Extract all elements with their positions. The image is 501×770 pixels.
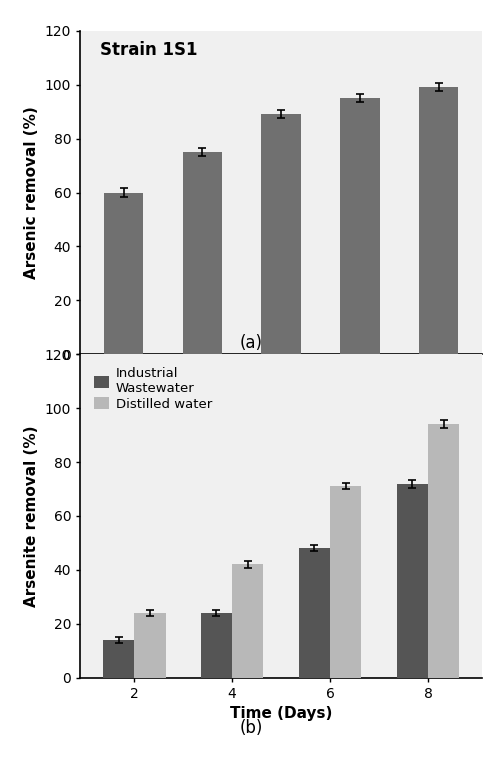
Bar [396, 484, 427, 678]
X-axis label: Time (Days): Time (Days) [229, 706, 332, 721]
Bar [418, 87, 457, 354]
Legend: Industrial
Wastewater, Distilled water: Industrial Wastewater, Distilled water [87, 361, 218, 417]
Y-axis label: Arsenite removal (%): Arsenite removal (%) [25, 425, 39, 607]
X-axis label: Time (h): Time (h) [245, 383, 316, 398]
Bar [427, 424, 458, 678]
Bar [330, 487, 361, 678]
Bar [340, 99, 379, 354]
Bar [134, 613, 165, 678]
Bar [231, 564, 263, 678]
Text: (b): (b) [239, 718, 262, 737]
Bar [298, 548, 330, 678]
Y-axis label: Arsenic removal (%): Arsenic removal (%) [25, 106, 39, 279]
Text: Strain 1S1: Strain 1S1 [100, 41, 197, 59]
Text: (a): (a) [239, 333, 262, 352]
Bar [200, 613, 231, 678]
Bar [182, 152, 221, 354]
Bar [261, 115, 300, 354]
Bar [103, 640, 134, 678]
Bar [104, 192, 143, 354]
